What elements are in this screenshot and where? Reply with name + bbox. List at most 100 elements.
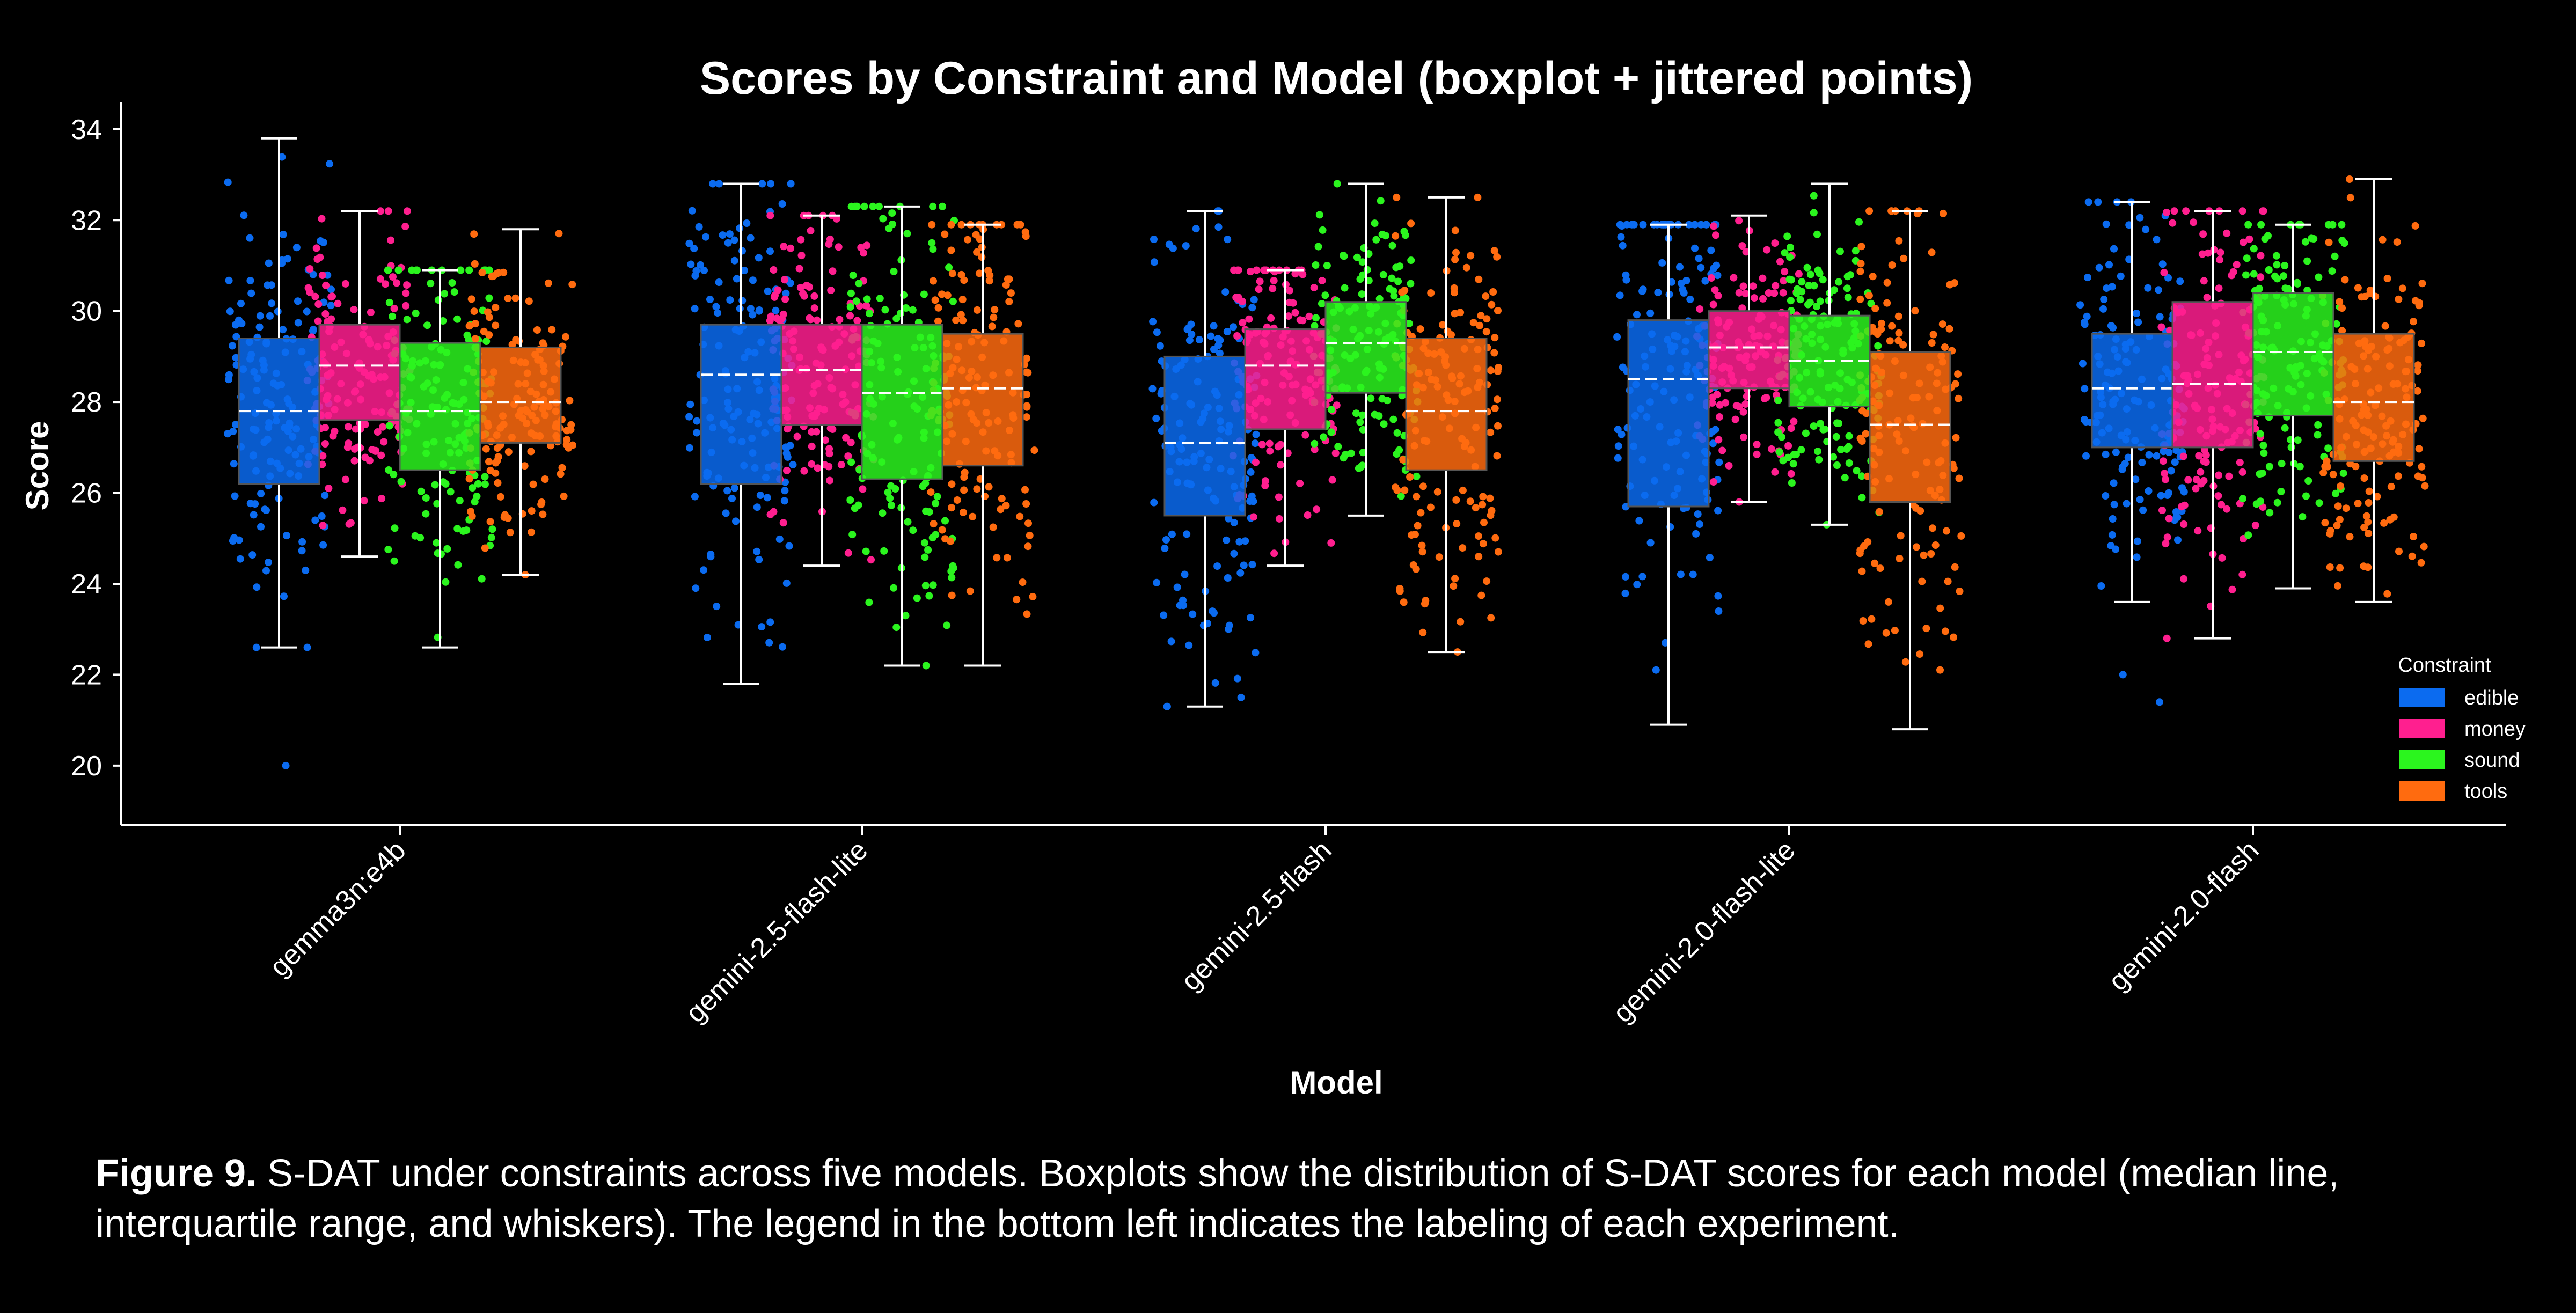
data-point-tools: [2336, 564, 2344, 572]
data-point-edible: [691, 493, 699, 501]
data-point-tools: [989, 523, 997, 531]
data-point-tools: [2365, 530, 2373, 538]
data-point-edible: [715, 180, 723, 188]
data-point-money: [2236, 458, 2244, 466]
data-point-tools: [1950, 464, 1958, 472]
data-point-sound: [1312, 261, 1320, 269]
data-point-edible: [1248, 304, 1256, 312]
data-point-sound: [1843, 445, 1851, 453]
data-point-money: [2158, 507, 2166, 514]
data-point-edible: [1210, 346, 1218, 353]
data-point-tools: [1479, 501, 1487, 509]
data-point-edible: [1152, 414, 1160, 422]
data-point-tools: [2319, 469, 2328, 476]
data-point-tools: [2329, 471, 2337, 479]
data-point-edible: [1153, 578, 1161, 586]
data-point-edible: [1707, 246, 1715, 254]
data-point-edible: [2156, 313, 2164, 321]
data-point-tools: [1457, 309, 1465, 317]
data-point-money: [860, 249, 868, 257]
data-point-tools: [492, 304, 500, 312]
data-point-sound: [2277, 488, 2285, 495]
data-point-tools: [471, 320, 479, 328]
data-point-money: [2257, 252, 2265, 260]
data-point-edible: [309, 327, 317, 335]
data-point-edible: [225, 276, 233, 284]
data-point-tools: [1024, 542, 1032, 551]
data-point-sound: [1774, 428, 1782, 436]
data-point-tools: [2360, 562, 2368, 570]
data-point-sound: [1384, 397, 1391, 405]
data-point-edible: [229, 342, 236, 350]
data-point-edible: [268, 281, 275, 289]
box-money-gemma3n:e4b: [318, 210, 401, 558]
data-point-edible: [279, 231, 287, 238]
data-point-tools: [947, 246, 955, 254]
data-point-sound: [481, 473, 489, 481]
iqr-box: [1244, 328, 1327, 430]
data-point-money: [844, 549, 852, 557]
data-point-tools: [1954, 370, 1962, 378]
iqr-box: [1324, 301, 1407, 394]
data-point-tools: [1883, 278, 1891, 287]
data-point-sound: [929, 202, 937, 210]
data-point-money: [1299, 317, 1307, 325]
data-point-edible: [749, 276, 757, 284]
data-point-edible: [709, 180, 717, 188]
iqr-box: [1708, 310, 1790, 390]
data-point-tools: [948, 591, 956, 599]
data-point-edible: [237, 299, 245, 307]
data-point-sound: [2315, 273, 2323, 281]
data-point-money: [1732, 402, 1740, 409]
data-point-tools: [1876, 564, 1884, 573]
data-point-money: [779, 519, 787, 527]
data-point-edible: [2124, 453, 2132, 461]
data-point-sound: [886, 494, 894, 502]
data-point-tools: [2325, 238, 2333, 246]
data-point-tools: [2398, 284, 2406, 292]
data-point-edible: [765, 639, 773, 647]
data-point-tools: [2418, 474, 2426, 482]
data-point-edible: [1682, 277, 1690, 284]
data-point-edible: [2103, 284, 2111, 292]
data-point-edible: [1230, 549, 1238, 558]
data-point-tools: [938, 526, 946, 534]
data-point-sound: [397, 478, 405, 486]
data-point-money: [2214, 492, 2222, 500]
data-point-sound: [865, 598, 873, 606]
data-point-tools: [465, 475, 473, 483]
data-point-money: [2238, 570, 2246, 578]
data-point-money: [1711, 286, 1719, 294]
data-point-money: [781, 295, 789, 303]
data-point-tools: [1422, 597, 1430, 605]
data-point-sound: [459, 527, 467, 535]
data-point-sound: [885, 224, 893, 232]
data-point-tools: [1856, 549, 1864, 558]
data-point-money: [2259, 503, 2267, 511]
data-point-edible: [252, 643, 260, 651]
box-money-gemini-2.0-flash-lite: [1708, 214, 1790, 503]
data-point-sound: [1398, 392, 1406, 400]
data-point-sound: [909, 526, 917, 534]
data-point-money: [1763, 246, 1771, 254]
data-point-money: [2198, 250, 2206, 258]
data-point-tools: [1886, 337, 1894, 345]
box-tools-gemma3n:e4b: [479, 228, 562, 576]
data-point-tools: [1483, 315, 1491, 323]
data-point-edible: [2084, 274, 2091, 282]
data-point-edible: [1706, 554, 1714, 562]
data-point-edible: [695, 223, 703, 231]
data-point-edible: [1148, 385, 1157, 393]
data-point-money: [1285, 312, 1293, 320]
data-point-money: [797, 236, 805, 244]
data-point-sound: [450, 288, 458, 296]
data-point-tools: [1418, 541, 1426, 549]
data-point-money: [1252, 458, 1260, 466]
data-point-edible: [327, 302, 335, 310]
data-point-tools: [2334, 502, 2342, 510]
data-point-edible: [265, 559, 273, 566]
data-point-money: [781, 276, 788, 284]
legend-title: Constraint: [2398, 654, 2491, 677]
data-point-tools: [957, 270, 965, 278]
x-tick-label: gemini-2.5-flash-lite: [680, 834, 874, 1029]
